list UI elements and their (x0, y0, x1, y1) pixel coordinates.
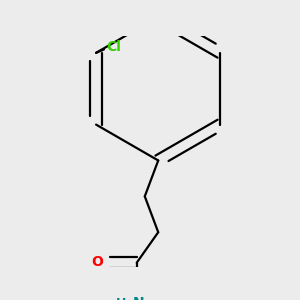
Text: Cl: Cl (106, 40, 121, 54)
Text: H: H (116, 297, 127, 300)
Text: O: O (92, 255, 104, 268)
Text: N: N (133, 296, 145, 300)
